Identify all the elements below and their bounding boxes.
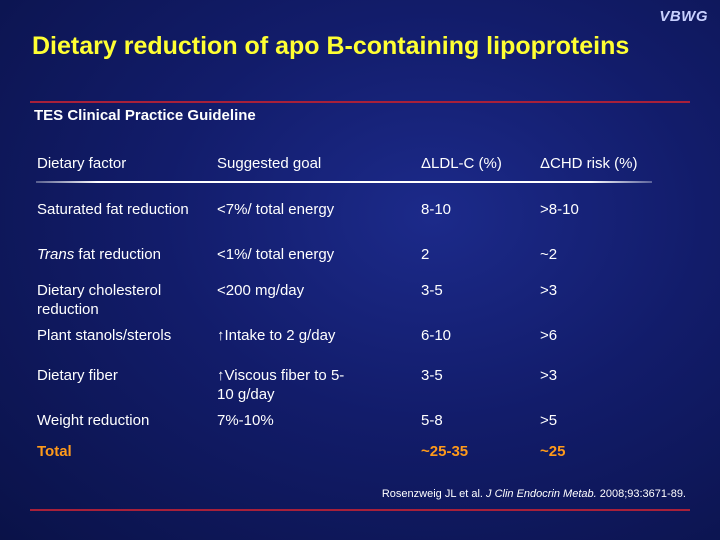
table-header: Dietary factor Suggested goal ΔLDL-C (%)… xyxy=(0,154,720,174)
total-chd-risk-change: ~25 xyxy=(540,443,566,460)
watermark-logo: VBWG xyxy=(659,8,708,25)
cell-dietary-factor: Dietary fiber xyxy=(37,367,118,384)
title-divider xyxy=(30,101,690,103)
header-suggested-goal: Suggested goal xyxy=(217,155,322,172)
cell-chd-risk-change: >8-10 xyxy=(540,201,579,218)
total-ldl-change: ~25-35 xyxy=(421,443,469,460)
slide-title: Dietary reduction of apo B-containing li… xyxy=(32,32,630,60)
cell-dietary-factor: Trans fat reduction xyxy=(37,246,161,263)
cell-dietary-factor: Plant stanols/sterols xyxy=(37,327,172,344)
cell-suggested-goal: <200 mg/day xyxy=(217,282,305,299)
cell-suggested-goal: <1%/ total energy xyxy=(217,246,335,263)
header-chd-risk-change: ΔCHD risk (%) xyxy=(540,155,638,172)
cell-suggested-goal: ↑Intake to 2 g/day xyxy=(217,327,336,344)
cell-suggested-goal: <7%/ total energy xyxy=(217,201,335,218)
cell-ldl-change: 6-10 xyxy=(421,327,452,344)
cell-chd-risk-change: ~2 xyxy=(540,246,558,263)
slide-subtitle: TES Clinical Practice Guideline xyxy=(34,107,256,124)
total-label: Total xyxy=(37,443,72,460)
cell-chd-risk-change: >3 xyxy=(540,282,558,299)
cell-dietary-factor: Saturated fat reduction xyxy=(37,201,189,218)
cell-ldl-change: 2 xyxy=(421,246,430,263)
cell-chd-risk-change: >3 xyxy=(540,367,558,384)
cell-dietary-factor: Weight reduction xyxy=(37,412,150,429)
cell-chd-risk-change: >6 xyxy=(540,327,558,344)
header-ldl-change: ΔLDL-C (%) xyxy=(421,155,502,172)
cell-suggested-goal: 7%-10% xyxy=(217,412,274,429)
footer-divider xyxy=(30,509,690,511)
cell-ldl-change: 3-5 xyxy=(421,282,443,299)
header-dietary-factor: Dietary factor xyxy=(37,155,127,172)
cell-ldl-change: 8-10 xyxy=(421,201,452,218)
citation: Rosenzweig JL et al. J Clin Endocrin Met… xyxy=(381,488,686,500)
header-divider xyxy=(36,181,652,183)
cell-ldl-change: 3-5 xyxy=(421,367,443,384)
cell-chd-risk-change: >5 xyxy=(540,412,558,429)
cell-suggested-goal: ↑Viscous fiber to 5-10 g/day xyxy=(217,367,345,403)
cell-dietary-factor: Dietary cholesterol reduction xyxy=(37,282,162,318)
cell-ldl-change: 5-8 xyxy=(421,412,443,429)
